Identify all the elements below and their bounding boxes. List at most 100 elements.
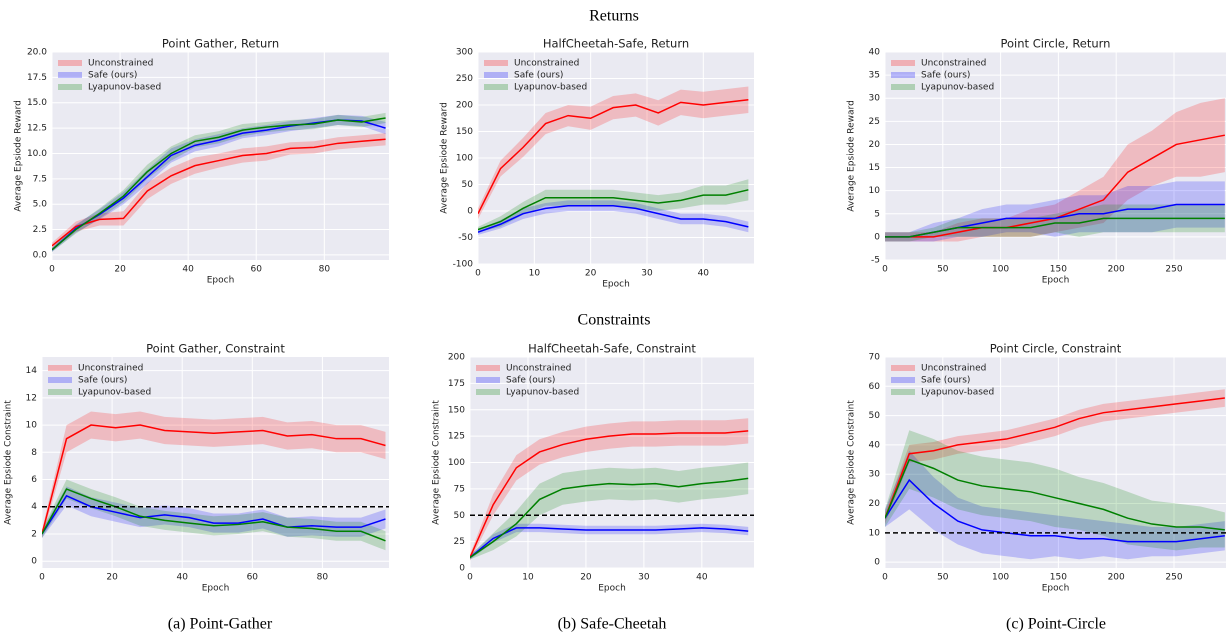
y-tick-label: 125 — [448, 432, 465, 442]
x-tick-label: 40 — [696, 573, 708, 583]
x-tick-label: 80 — [319, 265, 331, 275]
x-tick-label: 0 — [467, 573, 473, 583]
y-tick-label: 10.0 — [27, 149, 47, 159]
line — [478, 204, 749, 233]
x-tick-label: 150 — [1050, 573, 1067, 583]
y-tick-label: 15.0 — [27, 98, 47, 108]
y-tick-label: 20 — [869, 499, 881, 509]
y-tick-label: 0 — [467, 207, 473, 217]
y-tick-label: -100 — [453, 260, 474, 270]
legend-label: Unconstrained — [514, 59, 579, 69]
x-tick-label: 40 — [698, 269, 710, 279]
line — [470, 430, 749, 558]
band — [42, 479, 386, 551]
x-tick-label: 60 — [251, 265, 263, 275]
y-tick-label: 2 — [31, 529, 37, 539]
x-tick-label: 10 — [522, 573, 534, 583]
chart-title: Point Gather, Constraint — [146, 342, 285, 356]
x-axis-label: Epoch — [202, 584, 230, 594]
plot-background — [42, 357, 389, 568]
band — [42, 486, 386, 539]
legend-swatch — [476, 377, 500, 383]
y-tick-label: 6 — [31, 475, 37, 485]
y-axis-label: Average Epsiode Constraint — [4, 400, 14, 525]
y-tick-label: -5 — [871, 256, 880, 266]
x-tick-label: 20 — [585, 269, 597, 279]
legend-label: Unconstrained — [88, 59, 153, 69]
legend-swatch — [48, 365, 72, 371]
legend-swatch — [891, 365, 915, 371]
x-tick-label: 0 — [882, 265, 888, 275]
legend-label: Lyapunov-based — [514, 83, 587, 93]
y-tick-label: -50 — [458, 233, 473, 243]
y-tick-label: 5.0 — [33, 200, 48, 210]
legend-label: Lyapunov-based — [921, 83, 994, 93]
y-tick-label: 100 — [456, 154, 473, 164]
y-tick-label: 0 — [874, 232, 880, 242]
legend-label: Unconstrained — [78, 364, 143, 374]
y-tick-label: 250 — [456, 74, 473, 84]
plot-layer — [478, 86, 749, 235]
legend-label: Safe (ours) — [921, 71, 970, 81]
legend-label: Unconstrained — [921, 59, 986, 69]
y-tick-label: 200 — [456, 101, 473, 111]
legend-swatch — [58, 72, 82, 78]
band — [885, 98, 1225, 242]
band — [52, 133, 386, 249]
y-tick-label: 10 — [869, 186, 881, 196]
x-tick-label: 150 — [1050, 265, 1067, 275]
band — [52, 114, 386, 252]
x-tick-label: 0 — [39, 573, 45, 583]
y-tick-label: 10 — [26, 421, 38, 431]
plot-background — [885, 52, 1226, 260]
caption: (a) Point-Gather — [168, 616, 273, 633]
line — [885, 458, 1225, 531]
legend-swatch — [891, 60, 915, 66]
legend-label: Lyapunov-based — [88, 83, 161, 93]
x-tick-label: 250 — [1165, 573, 1182, 583]
line — [470, 477, 749, 559]
y-axis-label: Average Epsiode Constraint — [432, 400, 442, 525]
y-tick-label: 12 — [26, 393, 37, 403]
y-axis-label: Average Epsiode Reward — [440, 102, 450, 214]
legend-label: Lyapunov-based — [921, 388, 994, 398]
legend-label: Safe (ours) — [514, 71, 563, 81]
x-axis-label: Epoch — [602, 280, 630, 290]
x-tick-label: 60 — [247, 573, 259, 583]
y-axis-label: Average Epsiode Constraint — [847, 400, 857, 525]
legend-swatch — [48, 389, 72, 395]
legend-swatch — [58, 84, 82, 90]
y-tick-label: 10 — [869, 528, 881, 538]
x-tick-label: 200 — [1108, 265, 1125, 275]
caption: (c) Point-Circle — [1006, 616, 1106, 633]
y-tick-label: 0 — [874, 558, 880, 568]
y-tick-label: 300 — [456, 48, 473, 58]
plot-layer — [470, 418, 749, 561]
heading: Returns — [589, 8, 639, 25]
heading: Constraints — [578, 312, 651, 329]
x-tick-label: 250 — [1165, 265, 1182, 275]
chart-title: Point Circle, Return — [1001, 37, 1111, 51]
legend-swatch — [484, 60, 508, 66]
y-tick-label: 50 — [462, 180, 474, 190]
x-tick-label: 0 — [475, 269, 481, 279]
chart-title: HalfCheetah-Safe, Constraint — [528, 342, 696, 356]
y-tick-label: 17.5 — [27, 73, 47, 83]
x-tick-label: 20 — [580, 573, 592, 583]
x-tick-label: 40 — [176, 573, 188, 583]
y-tick-label: 8 — [31, 448, 37, 458]
line — [42, 424, 386, 535]
y-tick-label: 25 — [869, 117, 880, 127]
y-tick-label: 175 — [448, 379, 465, 389]
x-tick-label: 200 — [1108, 573, 1125, 583]
band — [885, 181, 1225, 242]
y-tick-label: 20.0 — [27, 48, 47, 58]
plot-layer — [885, 98, 1225, 242]
band — [42, 411, 386, 539]
plot-layer — [52, 112, 386, 252]
line — [885, 478, 1225, 543]
line — [42, 494, 386, 535]
x-axis-label: Epoch — [207, 276, 235, 286]
x-tick-label: 30 — [638, 573, 650, 583]
